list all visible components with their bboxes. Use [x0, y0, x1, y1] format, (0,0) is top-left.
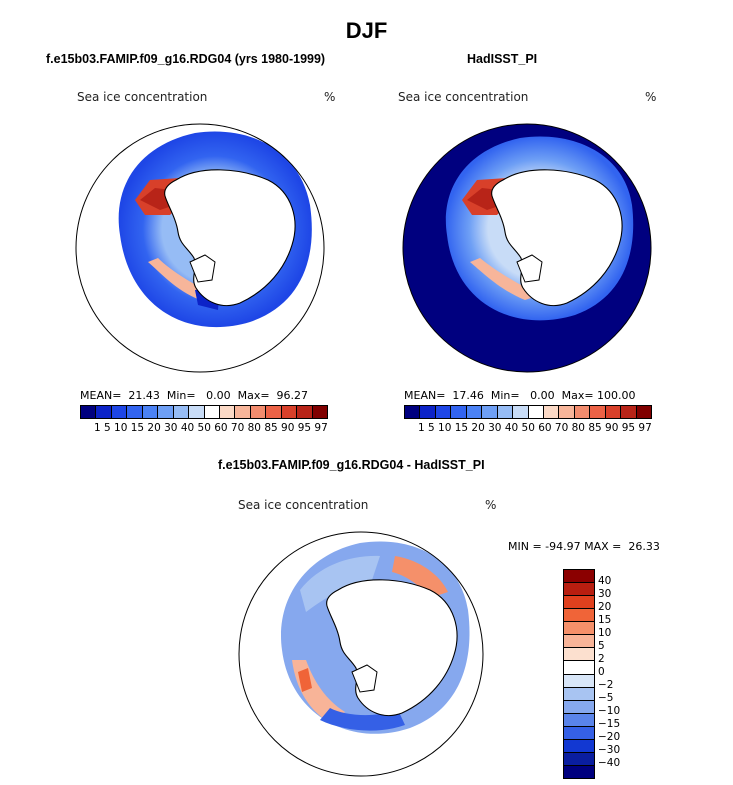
- colorbar-swatch: [111, 406, 128, 418]
- obs-variable-label: Sea ice concentration: [398, 90, 529, 104]
- colorbar-swatch: [564, 583, 594, 597]
- model-units-label: %: [324, 90, 336, 104]
- obs-map-boundary: [402, 123, 652, 373]
- model-colorbar: [80, 405, 328, 419]
- colorbar-label: 40: [598, 575, 612, 587]
- colorbar-label: −5: [598, 692, 614, 704]
- colorbar-swatch: [435, 406, 452, 418]
- obs-colorbar: [404, 405, 652, 419]
- colorbar-swatch: [636, 406, 651, 418]
- colorbar-label: −10: [598, 705, 621, 717]
- diff-positive-anomaly-east: [392, 556, 448, 598]
- colorbar-label: 20: [598, 601, 612, 613]
- colorbar-label: 2: [598, 653, 605, 665]
- diff-colorbar: [563, 569, 595, 779]
- colorbar-label: 10: [598, 627, 612, 639]
- colorbar-swatch: [564, 739, 594, 753]
- model-colorbar-ticks: 1 5 10 15 20 30 40 50 60 70 80 85 90 95 …: [94, 422, 328, 434]
- colorbar-swatch: [281, 406, 298, 418]
- colorbar-swatch: [189, 406, 205, 418]
- colorbar-swatch: [543, 406, 560, 418]
- colorbar-swatch: [528, 406, 544, 418]
- colorbar-swatch: [266, 406, 282, 418]
- colorbar-swatch: [590, 406, 606, 418]
- colorbar-swatch: [219, 406, 236, 418]
- colorbar-label: 15: [598, 614, 612, 626]
- obs-ross-sea-ice: [470, 258, 540, 300]
- diff-stats: MIN = -94.97 MAX = 26.33: [508, 540, 660, 553]
- colorbar-swatch: [204, 406, 220, 418]
- colorbar-swatch: [564, 700, 594, 714]
- colorbar-swatch: [466, 406, 483, 418]
- colorbar-swatch: [173, 406, 190, 418]
- colorbar-swatch: [297, 406, 313, 418]
- colorbar-label: −30: [598, 744, 621, 756]
- obs-colorbar-ticks: 1 5 10 15 20 30 40 50 60 70 80 85 90 95 …: [418, 422, 652, 434]
- colorbar-swatch: [482, 406, 498, 418]
- colorbar-label: −15: [598, 718, 621, 730]
- model-panel-title: f.e15b03.FAMIP.f09_g16.RDG04 (yrs 1980-1…: [46, 52, 326, 66]
- diff-units-label: %: [485, 498, 497, 512]
- colorbar-swatch: [497, 406, 514, 418]
- season-title: DJF: [345, 18, 388, 43]
- colorbar-swatch: [559, 406, 575, 418]
- colorbar-swatch: [564, 661, 594, 675]
- diff-colorbar-labels: 40 30 20 15 10 5 2 0 −2 −5 −10 −15 −20 −30 −40: [598, 569, 658, 777]
- colorbar-swatch: [564, 674, 594, 688]
- model-stats: MEAN= 21.43 Min= 0.00 Max= 96.27: [80, 389, 309, 402]
- colorbar-swatch: [513, 406, 529, 418]
- colorbar-swatch: [564, 752, 594, 766]
- colorbar-swatch: [564, 635, 594, 649]
- colorbar-swatch: [564, 765, 594, 778]
- model-variable-label: Sea ice concentration: [77, 90, 208, 104]
- colorbar-swatch: [564, 726, 594, 740]
- colorbar-label: −40: [598, 757, 621, 769]
- model-map-boundary: [75, 123, 325, 373]
- colorbar-swatch: [142, 406, 159, 418]
- colorbar-swatch: [81, 406, 97, 418]
- colorbar-swatch: [564, 570, 594, 584]
- colorbar-label: 30: [598, 588, 612, 600]
- colorbar-swatch: [235, 406, 251, 418]
- obs-stats: MEAN= 17.46 Min= 0.00 Max= 100.00: [404, 389, 636, 402]
- colorbar-swatch: [564, 648, 594, 662]
- colorbar-swatch: [250, 406, 267, 418]
- colorbar-swatch: [96, 406, 112, 418]
- colorbar-swatch: [574, 406, 591, 418]
- obs-panel-title: HadISST_PI: [467, 52, 538, 66]
- colorbar-label: −20: [598, 731, 621, 743]
- obs-units-label: %: [645, 90, 657, 104]
- diff-variable-label: Sea ice concentration: [238, 498, 369, 512]
- colorbar-swatch: [127, 406, 143, 418]
- colorbar-swatch: [621, 406, 637, 418]
- colorbar-swatch: [605, 406, 622, 418]
- colorbar-label: 0: [598, 666, 605, 678]
- diff-panel-title: f.e15b03.FAMIP.f09_g16.RDG04 - HadISST_P…: [218, 458, 485, 472]
- diff-map-boundary: [238, 531, 484, 777]
- colorbar-swatch: [564, 622, 594, 636]
- colorbar-swatch: [451, 406, 467, 418]
- colorbar-swatch: [420, 406, 436, 418]
- colorbar-swatch: [405, 406, 421, 418]
- colorbar-label: 5: [598, 640, 605, 652]
- colorbar-swatch: [564, 609, 594, 623]
- colorbar-label: −2: [598, 679, 614, 691]
- colorbar-swatch: [312, 406, 327, 418]
- colorbar-swatch: [158, 406, 174, 418]
- colorbar-swatch: [564, 713, 594, 727]
- colorbar-swatch: [564, 687, 594, 701]
- colorbar-swatch: [564, 596, 594, 610]
